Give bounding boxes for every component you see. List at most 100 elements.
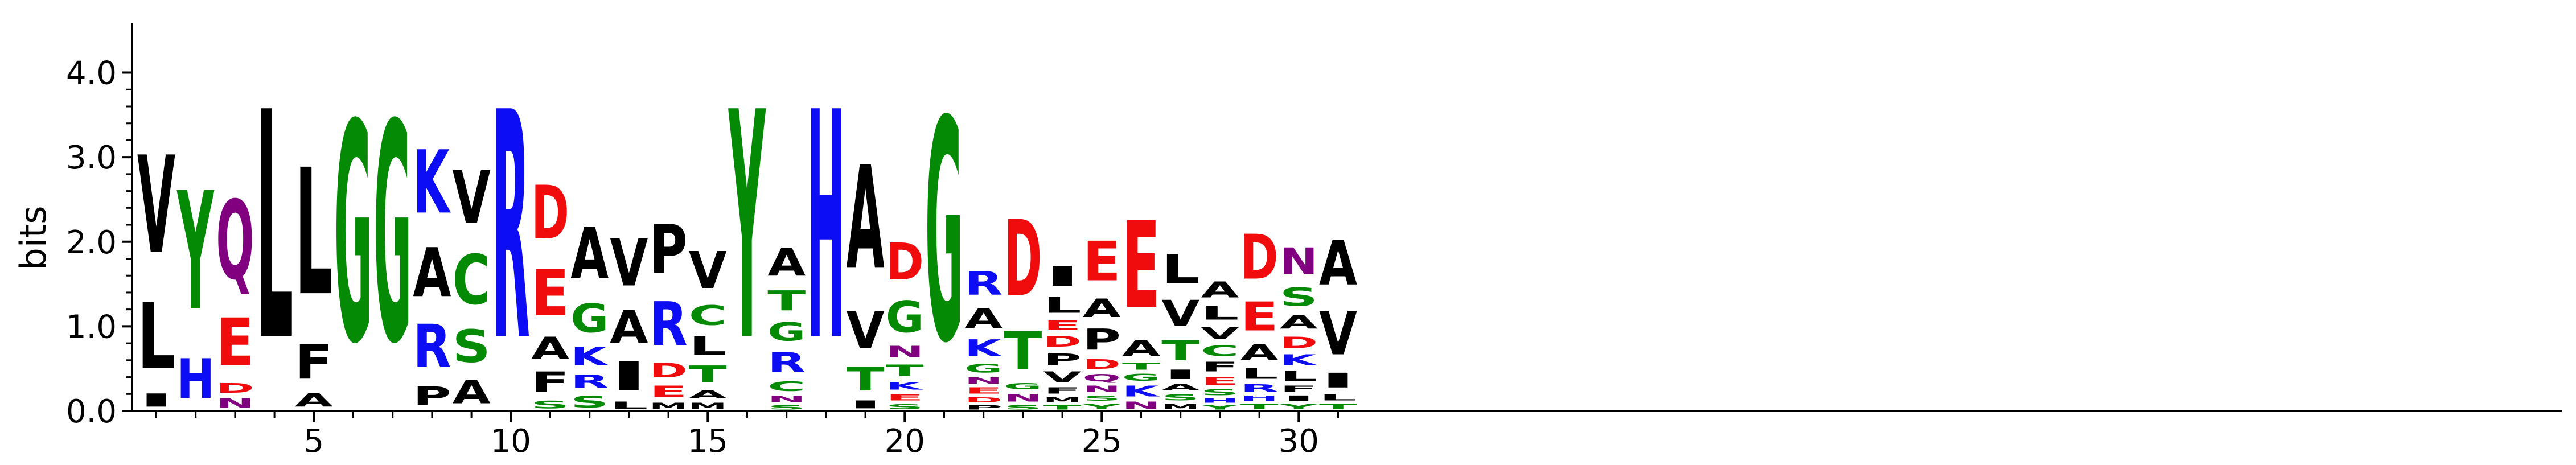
residue-V-pos19: V xyxy=(847,301,885,360)
residue-P-pos14: P xyxy=(650,211,688,289)
residue-A-pos13: A xyxy=(610,301,648,353)
residue-A-pos19: A xyxy=(847,137,885,301)
residue-E-pos29: E xyxy=(1240,294,1279,340)
residue-Y-pos28: Y xyxy=(1201,404,1239,411)
residue-D-pos22: D xyxy=(964,396,1003,404)
residue-E-pos25: E xyxy=(1083,230,1121,293)
x-ticks: 5 10 15 20 25 30 xyxy=(155,411,1339,460)
residue-D-pos23: D xyxy=(1004,198,1042,320)
residue-C-pos17: C xyxy=(767,378,806,394)
residue-K-pos22: K xyxy=(964,335,1003,362)
residue-V-pos9: V xyxy=(453,155,491,240)
residue-G-pos7: G xyxy=(373,60,412,410)
residue-L-pos30: L xyxy=(1280,369,1318,384)
residue-K-pos26: K xyxy=(1122,383,1161,400)
residue-A-pos30: A xyxy=(1280,312,1318,333)
residue-I-pos13: I xyxy=(610,353,648,400)
y-ticks: 0.0 1.0 2.0 3.0 4.0 xyxy=(66,55,132,430)
residue-D-pos30: D xyxy=(1280,334,1318,352)
residue-Y-pos30: Y xyxy=(1279,402,1317,411)
residue-D-pos14: D xyxy=(650,359,688,382)
residue-A-pos28: A xyxy=(1201,277,1239,302)
residue-T-pos23: T xyxy=(1004,321,1042,381)
residue-A-pos26: A xyxy=(1122,336,1160,361)
y-tick-label: 1.0 xyxy=(66,308,117,345)
position-4-stack: L xyxy=(256,47,294,410)
residue-S-pos17: S xyxy=(767,404,806,411)
residue-K-pos20: K xyxy=(886,380,925,392)
residue-H-pos29: H xyxy=(1240,394,1279,402)
residue-T-pos31: T xyxy=(1319,402,1357,411)
residue-Y-pos16: Y xyxy=(728,46,766,410)
residue-V-pos27: V xyxy=(1161,293,1199,335)
residue-V-pos13: V xyxy=(610,225,648,301)
residue-C-pos15: C xyxy=(689,301,727,331)
residue-G-pos6: G xyxy=(334,60,372,410)
residue-D-pos24: D xyxy=(1043,334,1082,351)
residue-L-pos1: L xyxy=(137,284,175,389)
position-2-stack: HY xyxy=(176,157,215,411)
residue-V-pos1: V xyxy=(137,128,175,283)
residue-T-pos29: T xyxy=(1240,402,1279,411)
residue-S-pos28: S xyxy=(1201,387,1239,397)
residue-N-pos26: N xyxy=(1122,400,1160,411)
residue-L-pos4: L xyxy=(256,47,294,410)
position-6-stack: G xyxy=(334,60,372,410)
position-21-stack: G xyxy=(925,56,963,410)
residue-I-pos31: I xyxy=(1319,369,1357,392)
residue-V-pos28: V xyxy=(1201,324,1239,343)
residue-A-pos8: A xyxy=(413,234,451,312)
x-tick-label: 25 xyxy=(1082,423,1122,460)
residue-R-pos29: R xyxy=(1240,382,1279,394)
residue-L-pos15: L xyxy=(689,332,727,361)
residue-M-pos15: M xyxy=(689,401,727,411)
residue-S-pos25: S xyxy=(1083,394,1121,402)
y-tick-label: 0.0 xyxy=(66,393,117,430)
residue-A-pos27: A xyxy=(1161,382,1199,392)
residue-V-pos31: V xyxy=(1319,299,1357,369)
residue-Q-pos3: Q xyxy=(216,179,254,304)
position-5-stack: AFL xyxy=(295,132,334,411)
residue-Q-pos25: Q xyxy=(1083,372,1121,384)
residue-N-pos22: N xyxy=(964,376,1003,386)
residue-G-pos23: G xyxy=(1004,381,1042,392)
residue-D-pos3: D xyxy=(216,381,254,396)
residue-N-pos3: N xyxy=(216,396,254,411)
x-tick-label: 20 xyxy=(885,423,925,460)
residue-S-pos20: S xyxy=(886,402,924,411)
residue-M-pos14: M xyxy=(650,401,688,411)
residue-Y-pos2: Y xyxy=(176,157,215,347)
residue-I-pos19: I xyxy=(847,398,885,411)
residue-H-pos18: H xyxy=(807,47,845,410)
position-10-stack: R xyxy=(492,46,530,410)
residue-A-pos17: A xyxy=(767,242,806,285)
position-7-stack: G xyxy=(373,60,412,410)
residue-N-pos30: N xyxy=(1280,241,1318,283)
residue-N-pos23: N xyxy=(1004,392,1042,404)
residue-K-pos30: K xyxy=(1280,352,1318,368)
residue-K-pos12: K xyxy=(570,341,609,371)
residue-T-pos17: T xyxy=(767,285,806,317)
residue-F-pos11: F xyxy=(531,367,569,398)
residue-D-pos11: D xyxy=(531,171,569,256)
residue-M-pos24: M xyxy=(1043,396,1082,405)
residue-D-pos20: D xyxy=(886,233,924,292)
residue-A-pos22: A xyxy=(964,303,1003,335)
residue-I-pos27: I xyxy=(1161,367,1199,382)
residue-G-pos26: G xyxy=(1122,372,1160,383)
residue-N-pos20: N xyxy=(886,343,924,361)
residue-S-pos12: S xyxy=(570,393,609,411)
y-tick-label: 2.0 xyxy=(66,224,117,261)
